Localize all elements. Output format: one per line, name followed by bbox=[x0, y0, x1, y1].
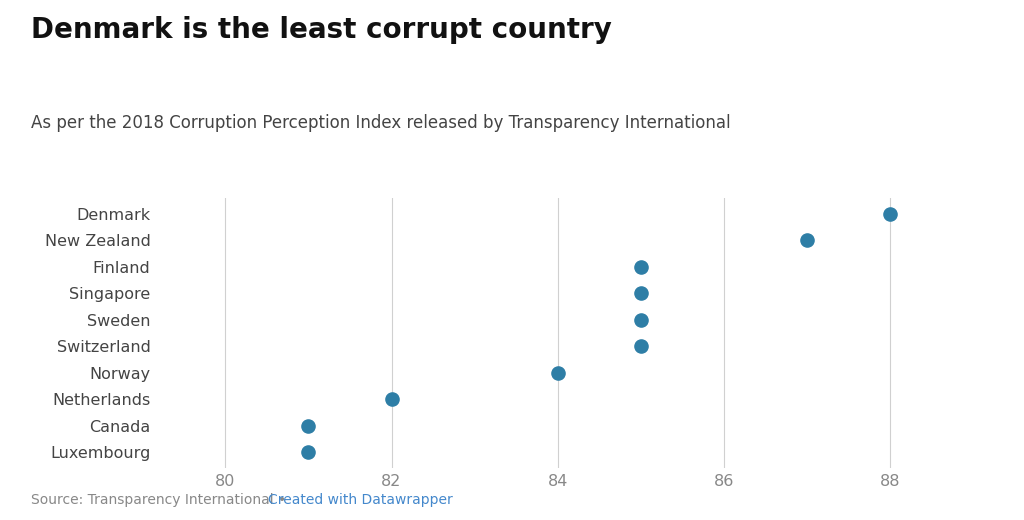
Point bbox=[799, 236, 815, 244]
Point bbox=[633, 342, 649, 350]
Text: Created with Datawrapper: Created with Datawrapper bbox=[268, 493, 453, 507]
Point bbox=[882, 210, 898, 218]
Point bbox=[633, 263, 649, 271]
Text: As per the 2018 Corruption Perception Index released by Transparency Internation: As per the 2018 Corruption Perception In… bbox=[31, 114, 730, 133]
Point bbox=[633, 289, 649, 297]
Text: Denmark is the least corrupt country: Denmark is the least corrupt country bbox=[31, 16, 611, 44]
Point bbox=[633, 316, 649, 324]
Point bbox=[550, 368, 566, 376]
Text: Source: Transparency International •: Source: Transparency International • bbox=[31, 493, 291, 507]
Point bbox=[300, 421, 316, 430]
Point bbox=[383, 395, 399, 403]
Point bbox=[300, 448, 316, 456]
